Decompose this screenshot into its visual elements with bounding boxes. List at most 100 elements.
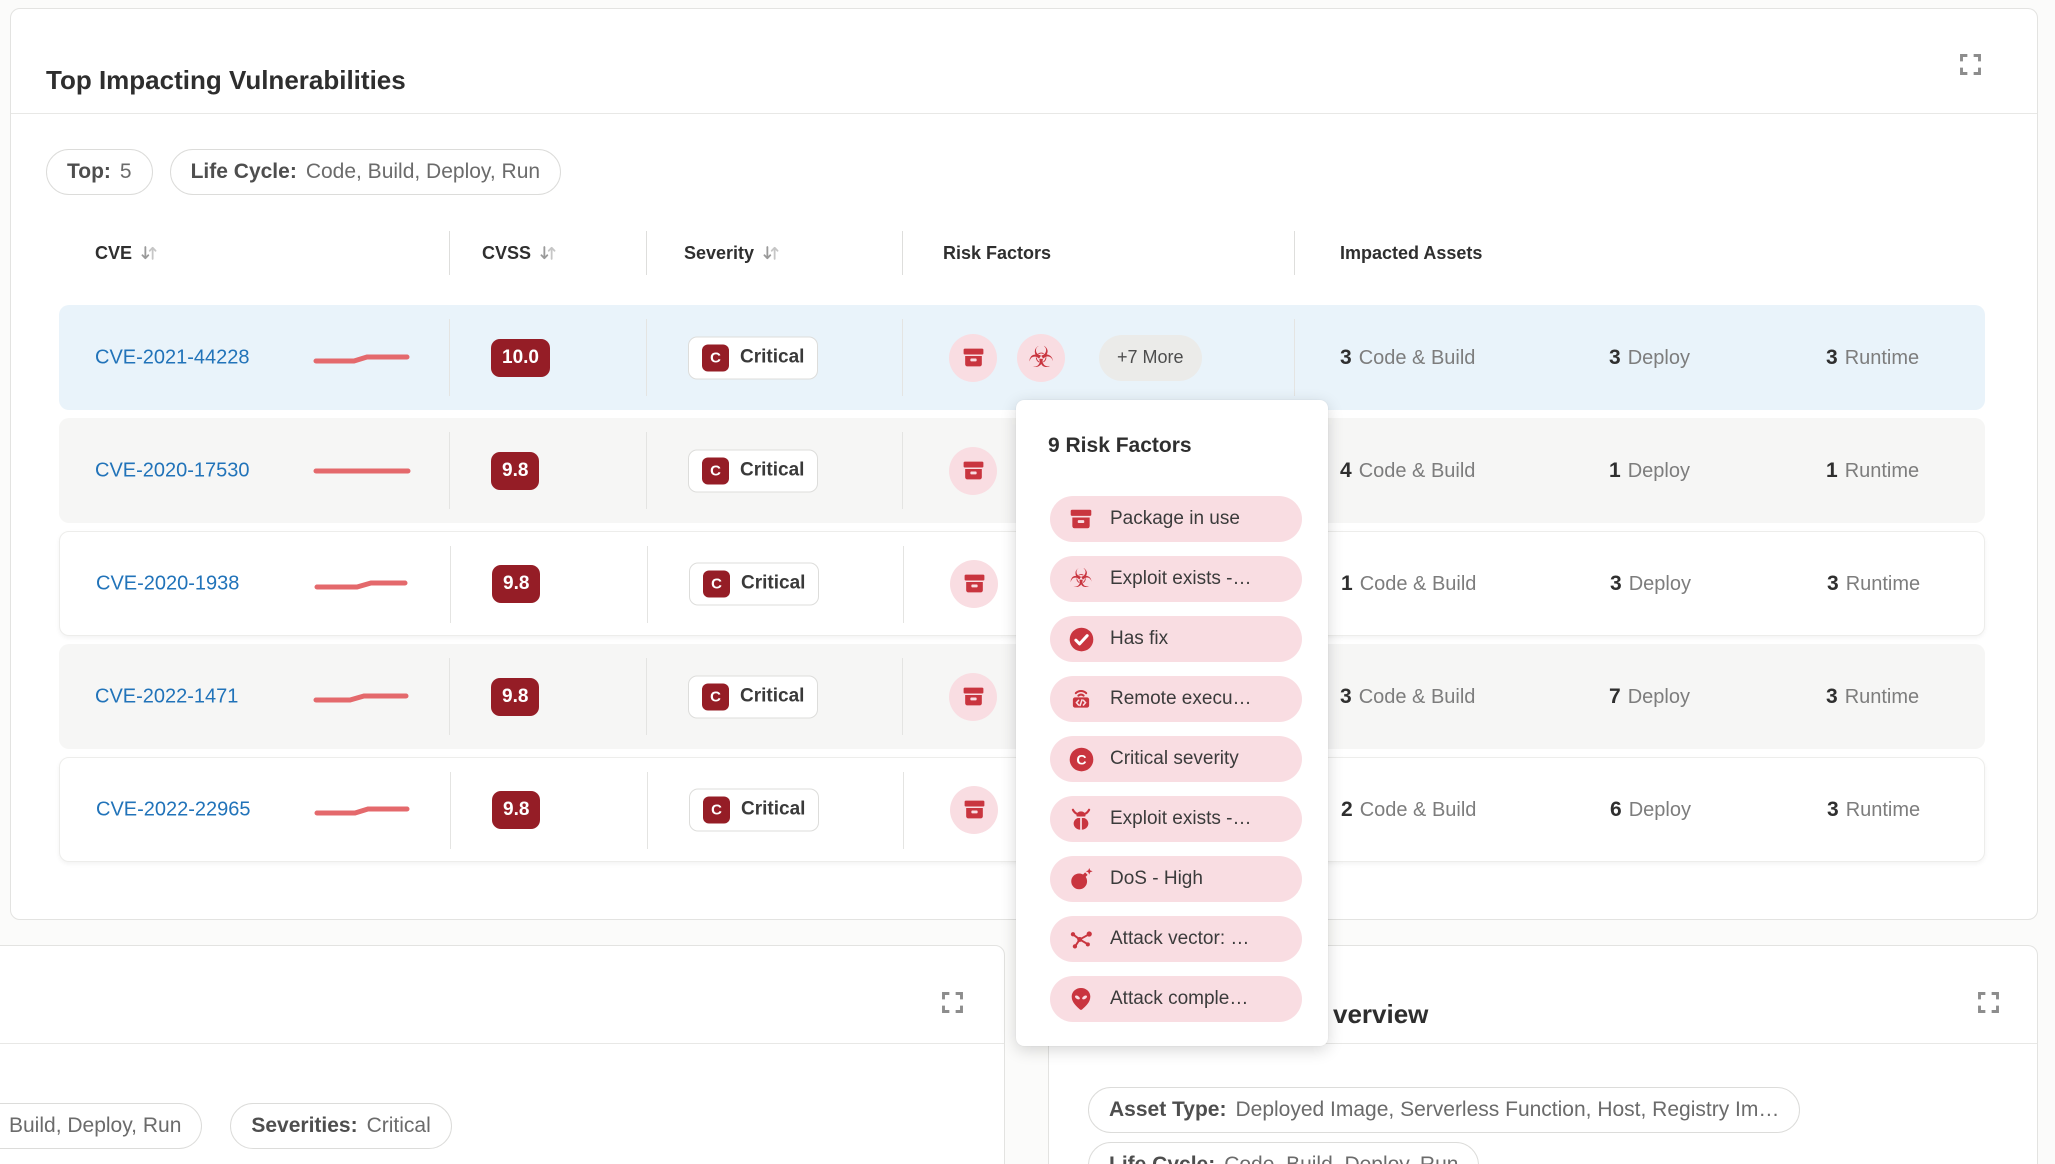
risk-factor-item: C Critical severity: [1050, 736, 1302, 782]
critical-severity-icon: C: [1066, 746, 1096, 773]
package-icon[interactable]: [949, 333, 997, 382]
risk-factor-list: Package in use ☣ Exploit exists -… Has f…: [1050, 496, 1302, 1022]
expand-button[interactable]: [1975, 989, 2002, 1016]
package-icon[interactable]: [950, 785, 998, 834]
biohazard-glyph: ☣: [1069, 564, 1093, 594]
header-divider: [1049, 1043, 2037, 1044]
chip-label: Severities:: [251, 1114, 358, 1137]
count: 1: [1826, 458, 1838, 482]
impacted-runtime: 3 Runtime: [1827, 572, 1920, 596]
cvss-badge: 9.8: [492, 790, 541, 829]
package-icon: [1066, 506, 1096, 532]
trend-sparkline: [313, 354, 410, 363]
sort-icon[interactable]: [139, 243, 159, 263]
cve-link[interactable]: CVE-2022-1471: [95, 685, 239, 707]
count: 3: [1827, 797, 1839, 821]
cve-link[interactable]: CVE-2020-17530: [95, 459, 250, 481]
biohazard-icon[interactable]: ☣: [1017, 333, 1065, 382]
alien-icon: [1066, 986, 1096, 1012]
count: 3: [1609, 345, 1621, 369]
column-separator: [903, 546, 904, 623]
trend-sparkline: [314, 580, 408, 589]
bug-icon: [1066, 806, 1096, 832]
more-risk-factors-button[interactable]: +7 More: [1099, 334, 1202, 381]
expand-button[interactable]: [939, 989, 966, 1016]
label: Deploy: [1627, 459, 1690, 482]
column-separator: [450, 546, 451, 623]
risk-factor-label: Remote execu…: [1110, 688, 1252, 709]
column-label: CVE: [95, 242, 133, 263]
column-separator: [1294, 231, 1295, 275]
column-separator: [646, 658, 647, 735]
impacted-code-build: 4 Code & Build: [1340, 459, 1475, 483]
risk-factor-item: Has fix: [1050, 616, 1302, 662]
impacted-code-build: 1 Code & Build: [1341, 572, 1476, 596]
chip-value: Code, Build, Deploy, Run: [1224, 1153, 1458, 1164]
label: Deploy: [1627, 685, 1690, 708]
severity-letter: C: [703, 796, 730, 823]
impacted-runtime: 3 Runtime: [1826, 685, 1919, 709]
label: Code & Build: [1358, 346, 1476, 369]
count: 6: [1610, 797, 1622, 821]
count: 1: [1341, 571, 1353, 595]
chip-label: Life Cycle:: [1109, 1153, 1215, 1164]
count: 1: [1609, 458, 1621, 482]
column-separator: [903, 772, 904, 849]
cve-link[interactable]: CVE-2020-1938: [96, 572, 240, 594]
table-row: CVE-2021-44228 10.0 C Critical ☣ +7 More …: [59, 305, 1985, 410]
severity-letter: C: [702, 683, 729, 710]
label: Runtime: [1845, 798, 1921, 821]
risk-factor-label: Has fix: [1110, 628, 1169, 649]
severity-letter: C: [702, 457, 729, 484]
risk-factor-item: Exploit exists -…: [1050, 796, 1302, 842]
risk-factors-cell: ☣ +7 More: [949, 333, 1202, 382]
cve-link[interactable]: CVE-2022-22965: [96, 798, 251, 820]
column-separator: [902, 432, 903, 509]
count: 3: [1340, 684, 1352, 708]
svg-text:C: C: [1076, 751, 1086, 767]
chip-value: 5: [119, 160, 132, 183]
cve-link[interactable]: CVE-2021-44228: [95, 346, 250, 368]
impacted-code-build: 2 Code & Build: [1341, 798, 1476, 822]
biohazard-glyph: ☣: [1028, 340, 1054, 374]
filter-chip-lifecycle: Life Cycle: Code, Build, Deploy, Run: [1088, 1142, 1480, 1164]
label: Deploy: [1628, 798, 1691, 821]
panel-title-partial: verview: [1333, 998, 1429, 1029]
severity-label: Critical: [740, 685, 805, 707]
column-separator: [449, 319, 450, 396]
sort-icon[interactable]: [538, 243, 558, 263]
expand-button[interactable]: [1957, 51, 1984, 78]
risk-factor-item: DoS - High: [1050, 856, 1302, 902]
label: Runtime: [1844, 346, 1920, 369]
expand-icon: [1960, 54, 1981, 75]
filter-chip-asset-type: Asset Type: Deployed Image, Serverless Fu…: [1088, 1087, 1801, 1133]
risk-factor-label: Attack comple…: [1110, 988, 1249, 1009]
risk-factors-popup: 9 Risk Factors Package in use ☣ Exploit …: [1016, 400, 1328, 1046]
column-separator: [647, 546, 648, 623]
severity-badge: C Critical: [689, 562, 820, 605]
risk-factor-item: Attack comple…: [1050, 976, 1302, 1022]
column-separator: [450, 772, 451, 849]
impacted-deploy: 6 Deploy: [1610, 798, 1691, 822]
risk-factors-cell: [950, 559, 998, 608]
chip-value: Build, Deploy, Run: [9, 1114, 182, 1137]
bomb-icon: [1066, 866, 1096, 892]
sort-icon[interactable]: [761, 243, 781, 263]
package-icon[interactable]: [949, 446, 997, 495]
header-divider: [0, 1043, 1004, 1044]
severity-badge: C Critical: [688, 449, 819, 492]
package-icon[interactable]: [949, 672, 997, 721]
chip-label: Life Cycle:: [190, 160, 297, 183]
column-header-cvss: CVSS: [482, 231, 558, 275]
count: 3: [1826, 684, 1838, 708]
label: Code & Build: [1358, 459, 1476, 482]
impacted-deploy: 7 Deploy: [1609, 685, 1690, 709]
package-icon[interactable]: [950, 559, 998, 608]
filter-chip-severities: Severities: Critical: [230, 1103, 452, 1149]
column-header-cve: CVE: [95, 231, 159, 275]
impacted-runtime: 3 Runtime: [1826, 346, 1919, 370]
risk-factors-cell: [949, 446, 997, 495]
column-separator: [646, 319, 647, 396]
remote-execution-icon: [1066, 686, 1096, 712]
chip-value: Code, Build, Deploy, Run: [305, 160, 541, 183]
